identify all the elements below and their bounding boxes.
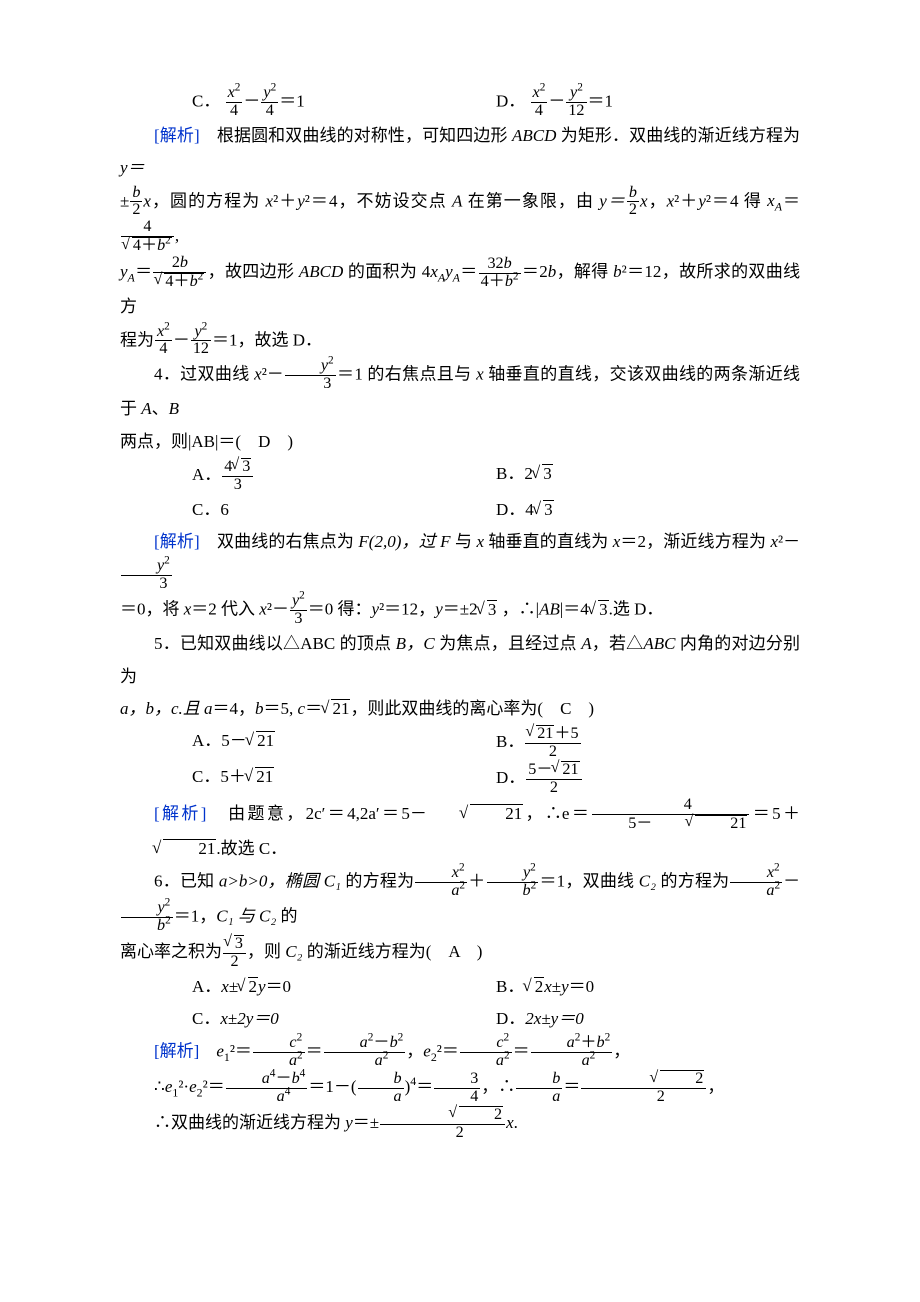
q5-opt-c: C．5＋21: [192, 761, 496, 797]
q3-explanation-l4: 程为x24－y212＝1，故选 D．: [120, 324, 800, 359]
q4-options-cd: C．6 D．43: [120, 494, 800, 526]
q3-opt-d: D． x24－y212＝1: [496, 85, 800, 120]
q6-opt-a: A．x±2y＝0: [192, 971, 496, 1003]
q4-opt-b: B．23: [496, 458, 800, 494]
q4-explanation-2: ＝0，将 x＝2 代入 x²－y23＝0 得：y²＝12，y＝±23 ，∴|AB…: [120, 593, 800, 628]
q3-explanation: [解析] 根据圆和双曲线的对称性，可知四边形 ABCD 为矩形．双曲线的渐近线方…: [120, 120, 800, 185]
analysis-label: [解析]: [154, 126, 200, 145]
q6-options-cd: C．x±2y＝0 D．2x±y＝0: [120, 1003, 800, 1035]
q4-stem-2: 两点，则|AB|＝( D ): [120, 426, 800, 458]
q3-explanation-l3: yA＝2b4＋b2，故四边形 ABCD 的面积为 4xAyA＝32b4＋b2＝2…: [120, 255, 800, 323]
q5-opt-b: B．21＋52: [496, 725, 800, 761]
q6-explanation-2: ∴e1²·e2²＝a4－b4a4＝1－(ba)4＝34，∴ba＝22，: [120, 1070, 800, 1106]
q6-stem: 6．已知 a>b>0，椭圆 C₁ 的方程为x2a2＋y2b2＝1，双曲线 C₂ …: [120, 865, 800, 935]
q5-stem-2: a，b，c.且 a＝4，b＝5, c＝21，则此双曲线的离心率为( C ): [120, 693, 800, 725]
q4-opt-c: C．6: [192, 494, 496, 526]
analysis-label: [解析]: [154, 804, 206, 823]
q6-explanation-1: [解析] e1²＝c2a2＝a2－b2a2，e2²＝c2a2＝a2＋b2a2，: [120, 1035, 800, 1070]
q3-opt-c: C． x24－y24＝1: [192, 85, 496, 120]
analysis-label: [解析]: [154, 532, 200, 551]
q4-options-ab: A．433 B．23: [120, 458, 800, 494]
q6-opt-d: D．2x±y＝0: [496, 1003, 800, 1035]
q5-opt-a: A．5－21: [192, 725, 496, 761]
q6-opt-b: B．2x±y＝0: [496, 971, 800, 1003]
q6-options-ab: A．x±2y＝0 B．2x±y＝0: [120, 971, 800, 1003]
q5-opt-d: D．5－212: [496, 761, 800, 797]
q4-stem: 4．过双曲线 x²－y23＝1 的右焦点且与 x 轴垂直的直线，交该双曲线的两条…: [120, 358, 800, 425]
q4-opt-a: A．433: [192, 458, 496, 494]
q5-stem: 5．已知双曲线以△ABC 的顶点 B，C 为焦点，且经过点 A，若△ABC 内角…: [120, 628, 800, 693]
q6-explanation-3: ∴双曲线的渐近线方程为 y＝±22x.: [120, 1106, 800, 1142]
q5-explanation: [解析] 由题意，2c′＝4,2a′＝5－21，∴e＝45－21＝5＋21.故选…: [120, 797, 800, 865]
q5-options-ab: A．5－21 B．21＋52: [120, 725, 800, 761]
q5-options-cd: C．5＋21 D．5－212: [120, 761, 800, 797]
q6-opt-c: C．x±2y＝0: [192, 1003, 496, 1035]
q4-opt-d: D．43: [496, 494, 800, 526]
q3-options-cd: C． x24－y24＝1 D． x24－y212＝1: [120, 85, 800, 120]
q4-explanation: [解析] 双曲线的右焦点为 F(2,0)，过 F 与 x 轴垂直的直线为 x＝2…: [120, 526, 800, 593]
page: C． x24－y24＝1 D． x24－y212＝1 [解析] 根据圆和双曲线的…: [0, 0, 920, 1202]
analysis-label: [解析]: [154, 1042, 199, 1061]
q3-explanation-l2: ±b2x，圆的方程为 x²＋y²＝4，不妨设交点 A 在第一象限，由 y＝b2x…: [120, 185, 800, 256]
q6-stem-2: 离心率之积为32，则 C₂ 的渐近线方程为( A ): [120, 935, 800, 971]
